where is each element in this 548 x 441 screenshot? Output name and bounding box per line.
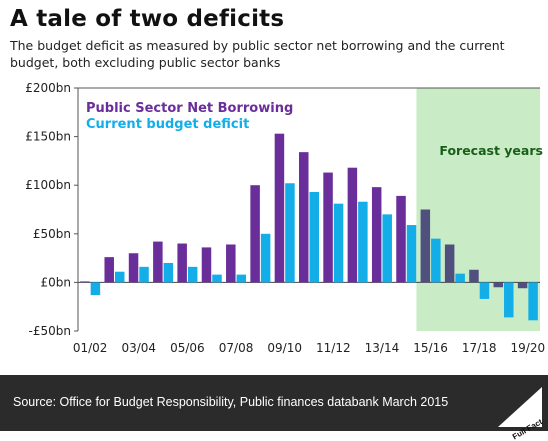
x-tick-label: 01/02 — [73, 341, 108, 355]
psnb-bar — [201, 247, 212, 283]
forecast-region — [416, 88, 540, 331]
x-tick-label: 19/20 — [511, 341, 546, 355]
y-tick-label: £150bn — [25, 130, 71, 144]
psnb-bar — [274, 133, 285, 283]
current-budget-bar — [455, 273, 465, 283]
x-tick-label: 09/10 — [267, 341, 302, 355]
psnb-bar — [80, 281, 90, 283]
current-budget-bar — [358, 201, 368, 283]
psnb-bar — [299, 152, 309, 283]
x-tick-label: 15/16 — [413, 341, 448, 355]
psnb-bar — [371, 187, 382, 283]
x-tick-label: 13/14 — [365, 341, 400, 355]
current-budget-bar — [528, 282, 538, 321]
current-budget-bar — [187, 266, 198, 283]
current-budget-bar — [90, 282, 101, 296]
bar-chart: Forecast years -£50bn £0bn £50bn £100bn £150b… — [25, 81, 546, 355]
footer: Source: Office for Budget Responsibility… — [0, 375, 548, 441]
current-budget-bar — [504, 282, 514, 318]
current-budget-bar — [236, 274, 247, 283]
current-budget-bar — [406, 225, 417, 283]
current-budget-bar — [333, 203, 344, 283]
psnb-bar — [517, 282, 528, 289]
psnb-bar — [493, 282, 504, 288]
source-text: Source: Office for Budget Responsibility… — [13, 395, 449, 409]
current-budget-bar — [114, 271, 125, 283]
x-tick-label: 17/18 — [462, 341, 497, 355]
forecast-label: Forecast years — [439, 143, 543, 158]
psnb-bar — [323, 172, 333, 283]
psnb-bar — [396, 195, 406, 283]
psnb-bar — [128, 253, 139, 283]
legend-current-budget: Current budget deficit — [86, 117, 249, 132]
psnb-bar — [226, 244, 236, 283]
chart-title: A tale of two deficits — [10, 6, 285, 32]
x-tick-label: 05/06 — [170, 341, 205, 355]
current-budget-bar — [309, 192, 319, 283]
psnb-bar — [347, 167, 358, 283]
current-budget-bar — [479, 282, 490, 299]
current-budget-bar — [260, 233, 271, 283]
current-budget-bar — [163, 262, 174, 283]
full-fact-logo-icon — [498, 387, 542, 427]
psnb-bar — [177, 243, 187, 283]
y-tick-label: -£50bn — [29, 324, 71, 338]
y-tick-label: £100bn — [25, 178, 71, 192]
psnb-bar — [469, 269, 479, 283]
chart-subtitle: The budget deficit as measured by public… — [10, 38, 505, 70]
x-tick-label: 11/12 — [316, 341, 351, 355]
legend-psnb: Public Sector Net Borrowing — [86, 101, 293, 116]
psnb-bar — [420, 209, 431, 283]
psnb-bar — [444, 244, 455, 283]
x-tick-label: 03/04 — [121, 341, 156, 355]
psnb-bar — [250, 185, 260, 283]
current-budget-bar — [431, 238, 441, 283]
current-budget-bar — [212, 274, 222, 283]
psnb-bar — [104, 257, 114, 283]
y-tick-label: £200bn — [25, 81, 71, 95]
x-tick-label: 07/08 — [219, 341, 254, 355]
current-budget-bar — [382, 214, 392, 283]
current-budget-bar — [139, 266, 149, 283]
y-tick-label: £50bn — [33, 227, 71, 241]
current-budget-bar — [285, 183, 295, 283]
psnb-bar — [153, 241, 163, 283]
y-tick-label: £0bn — [41, 275, 72, 289]
